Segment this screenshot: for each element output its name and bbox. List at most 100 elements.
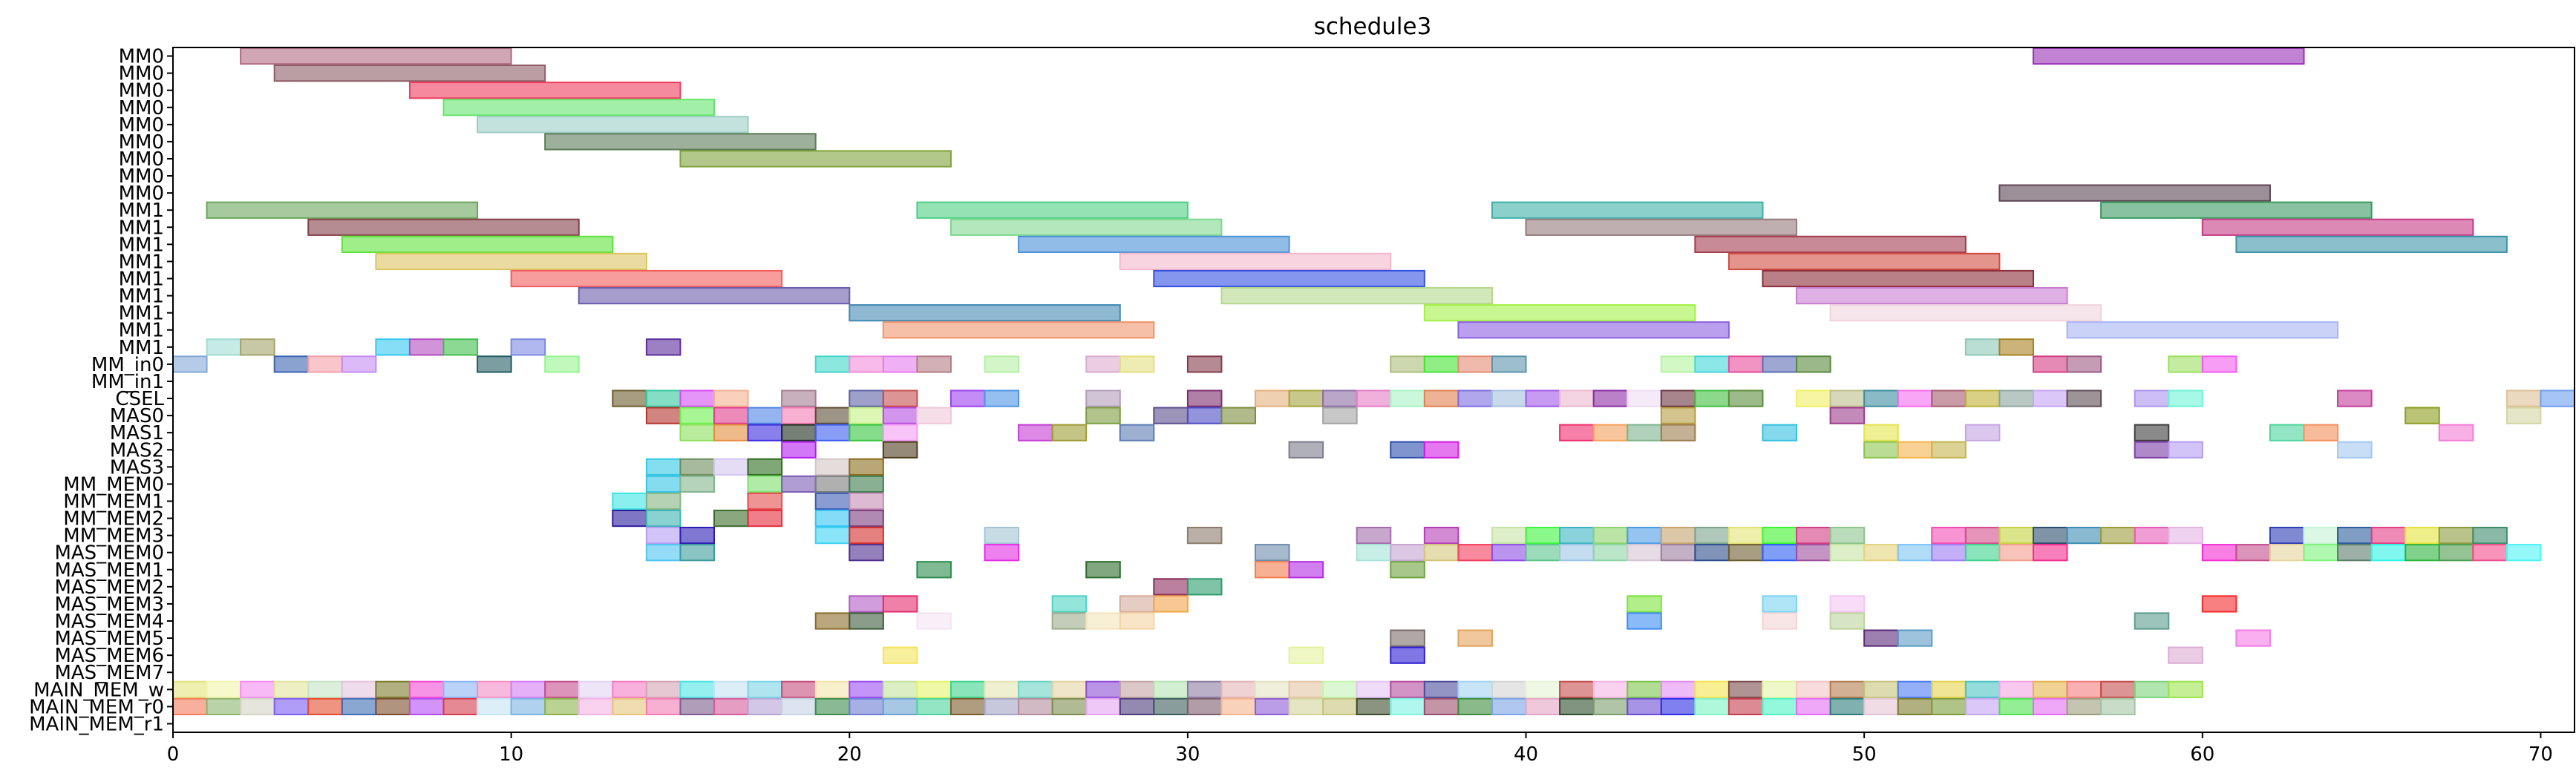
row-label: MAS_MEM2 xyxy=(54,576,164,599)
task-bar xyxy=(1627,544,1662,562)
plot-frame xyxy=(172,47,2575,733)
task-bar xyxy=(2201,595,2237,613)
task-bar xyxy=(2100,680,2136,698)
task-bar xyxy=(1660,680,1696,698)
task-bar xyxy=(1559,544,1595,562)
row-label: MAS1 xyxy=(110,422,164,444)
task-bar xyxy=(1288,561,1324,579)
task-bar xyxy=(2505,407,2542,424)
task-bar xyxy=(2032,680,2068,698)
task-bar xyxy=(1796,286,2068,305)
row-label: MAS0 xyxy=(110,405,164,427)
task-bar xyxy=(1559,697,1595,716)
task-bar xyxy=(1727,697,1764,716)
task-bar xyxy=(1288,646,1324,664)
task-bar xyxy=(1085,355,1121,373)
task-bar xyxy=(747,509,783,528)
task-bar xyxy=(1390,629,1425,647)
row-label: MAIN_MEM_r0 xyxy=(29,696,164,718)
task-bar xyxy=(240,680,275,698)
task-bar xyxy=(1964,390,2001,407)
task-bar xyxy=(882,390,918,407)
task-bar xyxy=(2032,390,2068,407)
task-bar xyxy=(849,475,884,493)
task-bar xyxy=(747,492,783,510)
task-bar xyxy=(1491,544,1527,562)
task-bar xyxy=(645,544,681,562)
task-bar xyxy=(849,612,884,630)
task-bar xyxy=(949,697,986,716)
task-bar xyxy=(1964,697,2001,716)
task-bar xyxy=(1796,390,1831,407)
task-bar xyxy=(849,544,884,562)
task-bar xyxy=(2405,527,2440,545)
task-bar xyxy=(2337,390,2373,407)
task-bar xyxy=(1863,629,1899,647)
task-bar xyxy=(1423,697,1459,716)
task-bar xyxy=(1119,595,1155,613)
task-bar xyxy=(1186,407,1223,424)
task-bar xyxy=(1288,390,1324,407)
task-bar xyxy=(1186,355,1223,373)
task-bar xyxy=(679,680,716,698)
task-bar xyxy=(645,697,681,716)
task-bar xyxy=(882,441,918,459)
task-bar xyxy=(477,116,749,134)
task-bar xyxy=(1051,680,1088,698)
task-bar xyxy=(1727,680,1764,698)
task-bar xyxy=(2201,355,2237,373)
task-bar xyxy=(1592,544,1629,562)
task-bar xyxy=(1491,527,1527,545)
row-label: MAS_MEM0 xyxy=(54,542,164,565)
task-bar xyxy=(814,424,851,441)
task-bar xyxy=(2505,544,2542,562)
task-bar xyxy=(2438,424,2474,441)
task-bar xyxy=(645,475,681,493)
task-bar xyxy=(1491,680,1527,698)
task-bar xyxy=(645,509,681,528)
task-bar xyxy=(1457,680,1493,698)
task-bar xyxy=(2168,646,2203,664)
task-bar xyxy=(882,697,918,716)
task-bar xyxy=(1322,697,1358,716)
task-bar xyxy=(1018,697,1053,716)
task-bar xyxy=(477,697,512,716)
task-bar xyxy=(1829,544,1866,562)
task-bar xyxy=(442,99,716,116)
task-bar xyxy=(1085,680,1121,698)
task-bar xyxy=(1998,338,2034,356)
task-bar xyxy=(544,133,817,151)
task-bar xyxy=(1322,407,1358,424)
row-label: MAS_MEM1 xyxy=(54,559,164,582)
task-bar xyxy=(2235,235,2508,253)
task-bar xyxy=(1491,355,1527,373)
task-bar xyxy=(2405,544,2440,562)
task-bar xyxy=(1356,527,1392,545)
task-bar xyxy=(2032,697,2068,716)
task-bar xyxy=(849,680,884,698)
task-bar xyxy=(1119,680,1155,698)
task-bar xyxy=(2100,697,2136,716)
task-bar xyxy=(645,458,681,476)
task-bar xyxy=(1119,697,1155,716)
task-bar xyxy=(916,612,952,630)
task-bar xyxy=(1356,697,1392,716)
task-bar xyxy=(2269,544,2305,562)
task-bar xyxy=(1863,680,1899,698)
task-bar xyxy=(1762,269,2034,288)
task-bar xyxy=(1897,544,1933,562)
task-bar xyxy=(578,697,614,716)
task-bar xyxy=(273,680,310,698)
task-bar xyxy=(206,338,242,356)
task-bar xyxy=(1525,680,1561,698)
task-bar xyxy=(240,47,512,65)
task-bar xyxy=(747,458,783,476)
task-bar xyxy=(645,527,681,545)
row-label: MM_MEM0 xyxy=(63,473,164,496)
task-bar xyxy=(1018,424,1053,441)
task-bar xyxy=(1220,680,1257,698)
row-label: MM0 xyxy=(119,63,164,85)
task-bar xyxy=(2505,390,2542,407)
task-bar xyxy=(814,492,851,510)
task-bar xyxy=(1220,697,1257,716)
